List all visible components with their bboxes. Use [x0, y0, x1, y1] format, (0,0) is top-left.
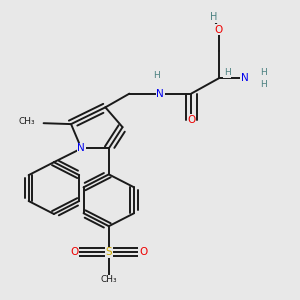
Text: H: H	[154, 71, 160, 80]
Text: O: O	[214, 25, 223, 34]
Text: S: S	[106, 247, 112, 257]
Text: H: H	[224, 68, 231, 77]
Text: H: H	[260, 80, 267, 89]
Text: N: N	[241, 74, 248, 83]
Text: CH₃: CH₃	[18, 117, 35, 126]
Text: N: N	[77, 143, 85, 154]
Text: O: O	[139, 247, 147, 257]
Text: H: H	[210, 13, 217, 22]
Text: CH₃: CH₃	[100, 275, 117, 284]
Text: O: O	[70, 247, 79, 257]
Text: N: N	[156, 88, 164, 99]
Text: H: H	[260, 68, 267, 77]
Text: O: O	[187, 115, 195, 124]
